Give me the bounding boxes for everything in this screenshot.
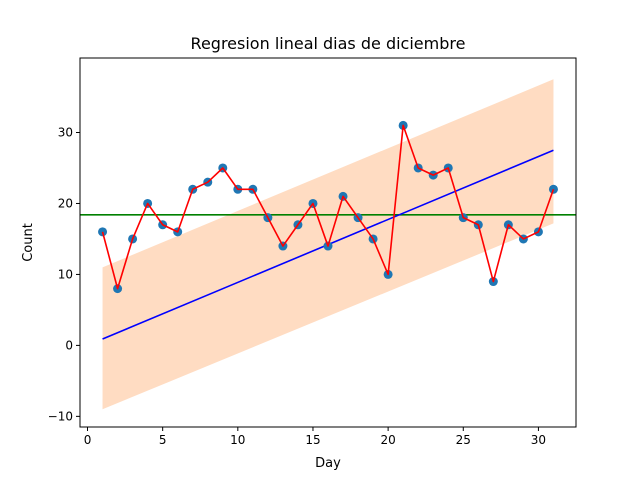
chart-title: Regresion lineal dias de diciembre xyxy=(191,34,466,53)
y-tick-label: 20 xyxy=(58,196,73,210)
x-tick-label: 25 xyxy=(456,433,471,447)
plot-frame xyxy=(79,57,577,428)
x-axis-ticks: 0 5 10 15 20 25 30 xyxy=(84,427,546,447)
x-axis-label: Day xyxy=(315,456,341,471)
y-tick-label: 0 xyxy=(65,338,73,352)
x-tick-label: 10 xyxy=(230,433,245,447)
y-axis-ticks: −10 0 10 20 30 xyxy=(48,126,80,423)
x-tick-label: 20 xyxy=(380,433,395,447)
data-point xyxy=(98,227,108,237)
y-tick-label: −10 xyxy=(48,409,73,423)
data-line xyxy=(101,124,555,290)
y-axis-label: Count xyxy=(21,223,36,262)
y-tick-label: 30 xyxy=(58,126,73,140)
data-line-layer xyxy=(101,124,555,290)
x-tick-label: 5 xyxy=(159,433,167,447)
x-tick-label: 30 xyxy=(531,433,546,447)
x-tick-label: 0 xyxy=(84,433,92,447)
y-tick-label: 10 xyxy=(58,267,73,281)
x-tick-label: 15 xyxy=(305,433,320,447)
data-point xyxy=(548,184,558,194)
